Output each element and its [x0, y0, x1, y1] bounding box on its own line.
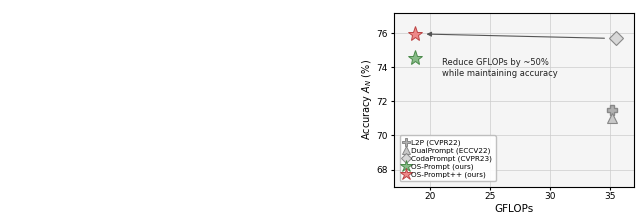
Text: Reduce GFLOPs by ~50%
while maintaining accuracy: Reduce GFLOPs by ~50% while maintaining … [442, 58, 557, 78]
Y-axis label: Accuracy $A_N$ (%): Accuracy $A_N$ (%) [360, 59, 374, 140]
X-axis label: GFLOPs: GFLOPs [494, 204, 533, 212]
Legend: L2P (CVPR22), DualPrompt (ECCV22), CodaPrompt (CVPR23), OS-Prompt (ours), OS-Pro: L2P (CVPR22), DualPrompt (ECCV22), CodaP… [399, 135, 495, 181]
